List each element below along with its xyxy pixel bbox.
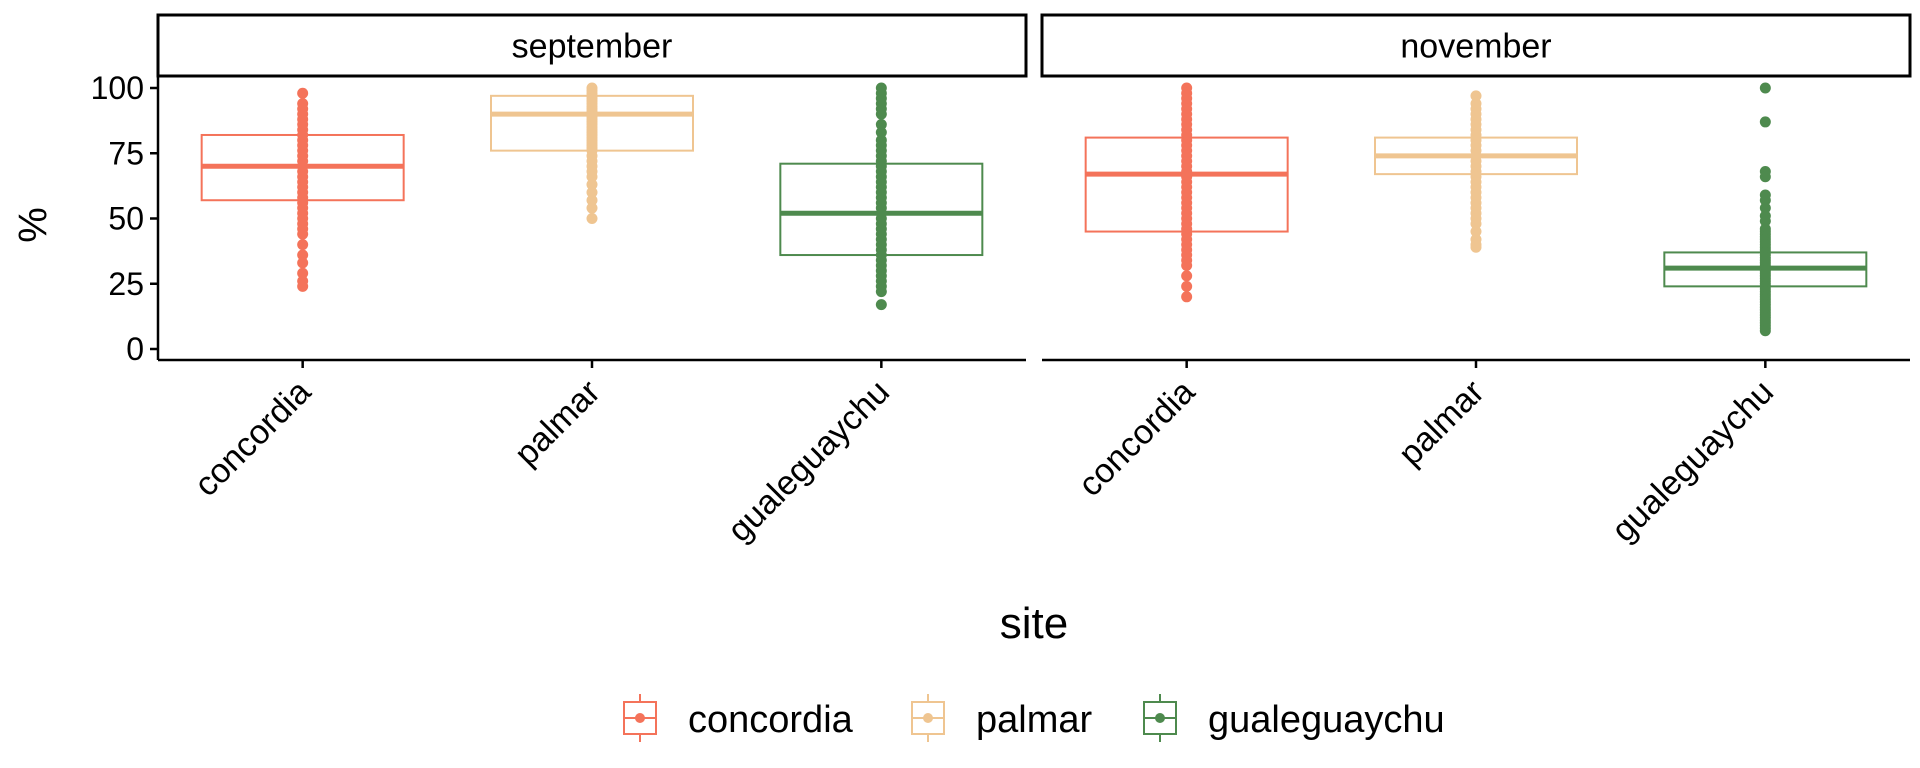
facet-panel-september: september 0 25 50 75 100 concordia palmar gualeg… — [91, 13, 1028, 550]
facet-strip — [156, 13, 1028, 78]
x-tick-label: concordia — [187, 373, 318, 504]
x-tick-label: gualeguaychu — [720, 373, 897, 550]
y-tick-label: 0 — [126, 331, 144, 367]
data-point — [1470, 226, 1482, 238]
x-axis-title: site — [1000, 599, 1068, 648]
data-point — [586, 179, 598, 191]
data-point — [586, 186, 598, 198]
box-palmar — [1374, 90, 1578, 253]
data-point — [1181, 259, 1193, 271]
data-point — [586, 202, 598, 214]
data-point — [1759, 194, 1771, 206]
data-point — [297, 249, 309, 261]
data-point — [1759, 215, 1771, 227]
x-tick-label: gualeguaychu — [1604, 373, 1781, 550]
data-point — [875, 286, 887, 298]
legend-label: gualeguaychu — [1208, 699, 1445, 741]
data-point — [297, 228, 309, 240]
data-point — [1759, 82, 1771, 94]
y-tick-label: 75 — [108, 135, 144, 171]
data-point — [875, 108, 887, 120]
x-tick-label: palmar — [507, 373, 607, 473]
data-point — [297, 280, 309, 292]
data-point — [1470, 90, 1482, 102]
box-concordia — [1084, 82, 1289, 303]
data-point — [1181, 280, 1193, 292]
data-point — [297, 239, 309, 251]
x-tick-label: concordia — [1071, 373, 1202, 504]
data-point — [1759, 202, 1771, 214]
data-point — [875, 299, 887, 311]
data-point — [1470, 241, 1482, 253]
x-tick-label: palmar — [1391, 373, 1491, 473]
facet-panel-november: november concordia palmar gualeguaychu — [1040, 13, 1912, 550]
legend-label: concordia — [688, 699, 854, 741]
data-point — [1181, 270, 1193, 282]
data-point — [586, 171, 598, 183]
y-axis-title: % — [12, 207, 56, 243]
legend-key — [623, 694, 657, 742]
legend-label: palmar — [976, 699, 1092, 741]
legend-item-palmar: palmar — [911, 694, 1092, 742]
legend-item-gualeguaychu: gualeguaychu — [1143, 694, 1445, 742]
y-tick-label: 25 — [108, 266, 144, 302]
data-point — [875, 126, 887, 138]
facet-strip-label: september — [512, 28, 673, 66]
facet-panels: september 0 25 50 75 100 concordia palmar gualeg… — [91, 13, 1912, 550]
legend-key — [1143, 694, 1177, 742]
legend-key — [911, 694, 945, 742]
data-point — [1759, 325, 1771, 337]
box-palmar — [490, 82, 694, 224]
data-point — [297, 87, 309, 99]
facet-strip-label: november — [1400, 28, 1551, 66]
box-gualeguaychu — [1663, 82, 1868, 337]
data-point — [1470, 218, 1482, 230]
data-point — [1181, 291, 1193, 303]
facet-strip — [1040, 13, 1912, 78]
data-point — [297, 267, 309, 279]
box-concordia — [200, 87, 405, 292]
y-tick-label: 100 — [91, 70, 144, 106]
data-point — [1759, 171, 1771, 183]
data-point — [1759, 116, 1771, 128]
legend: concordia palmar gualeguaychu — [623, 694, 1445, 742]
legend-item-concordia: concordia — [623, 694, 854, 742]
data-point — [297, 257, 309, 269]
data-point — [586, 194, 598, 206]
data-point — [586, 213, 598, 224]
data-point — [875, 119, 887, 131]
y-tick-label: 50 — [108, 201, 144, 237]
box-gualeguaychu — [779, 82, 984, 311]
